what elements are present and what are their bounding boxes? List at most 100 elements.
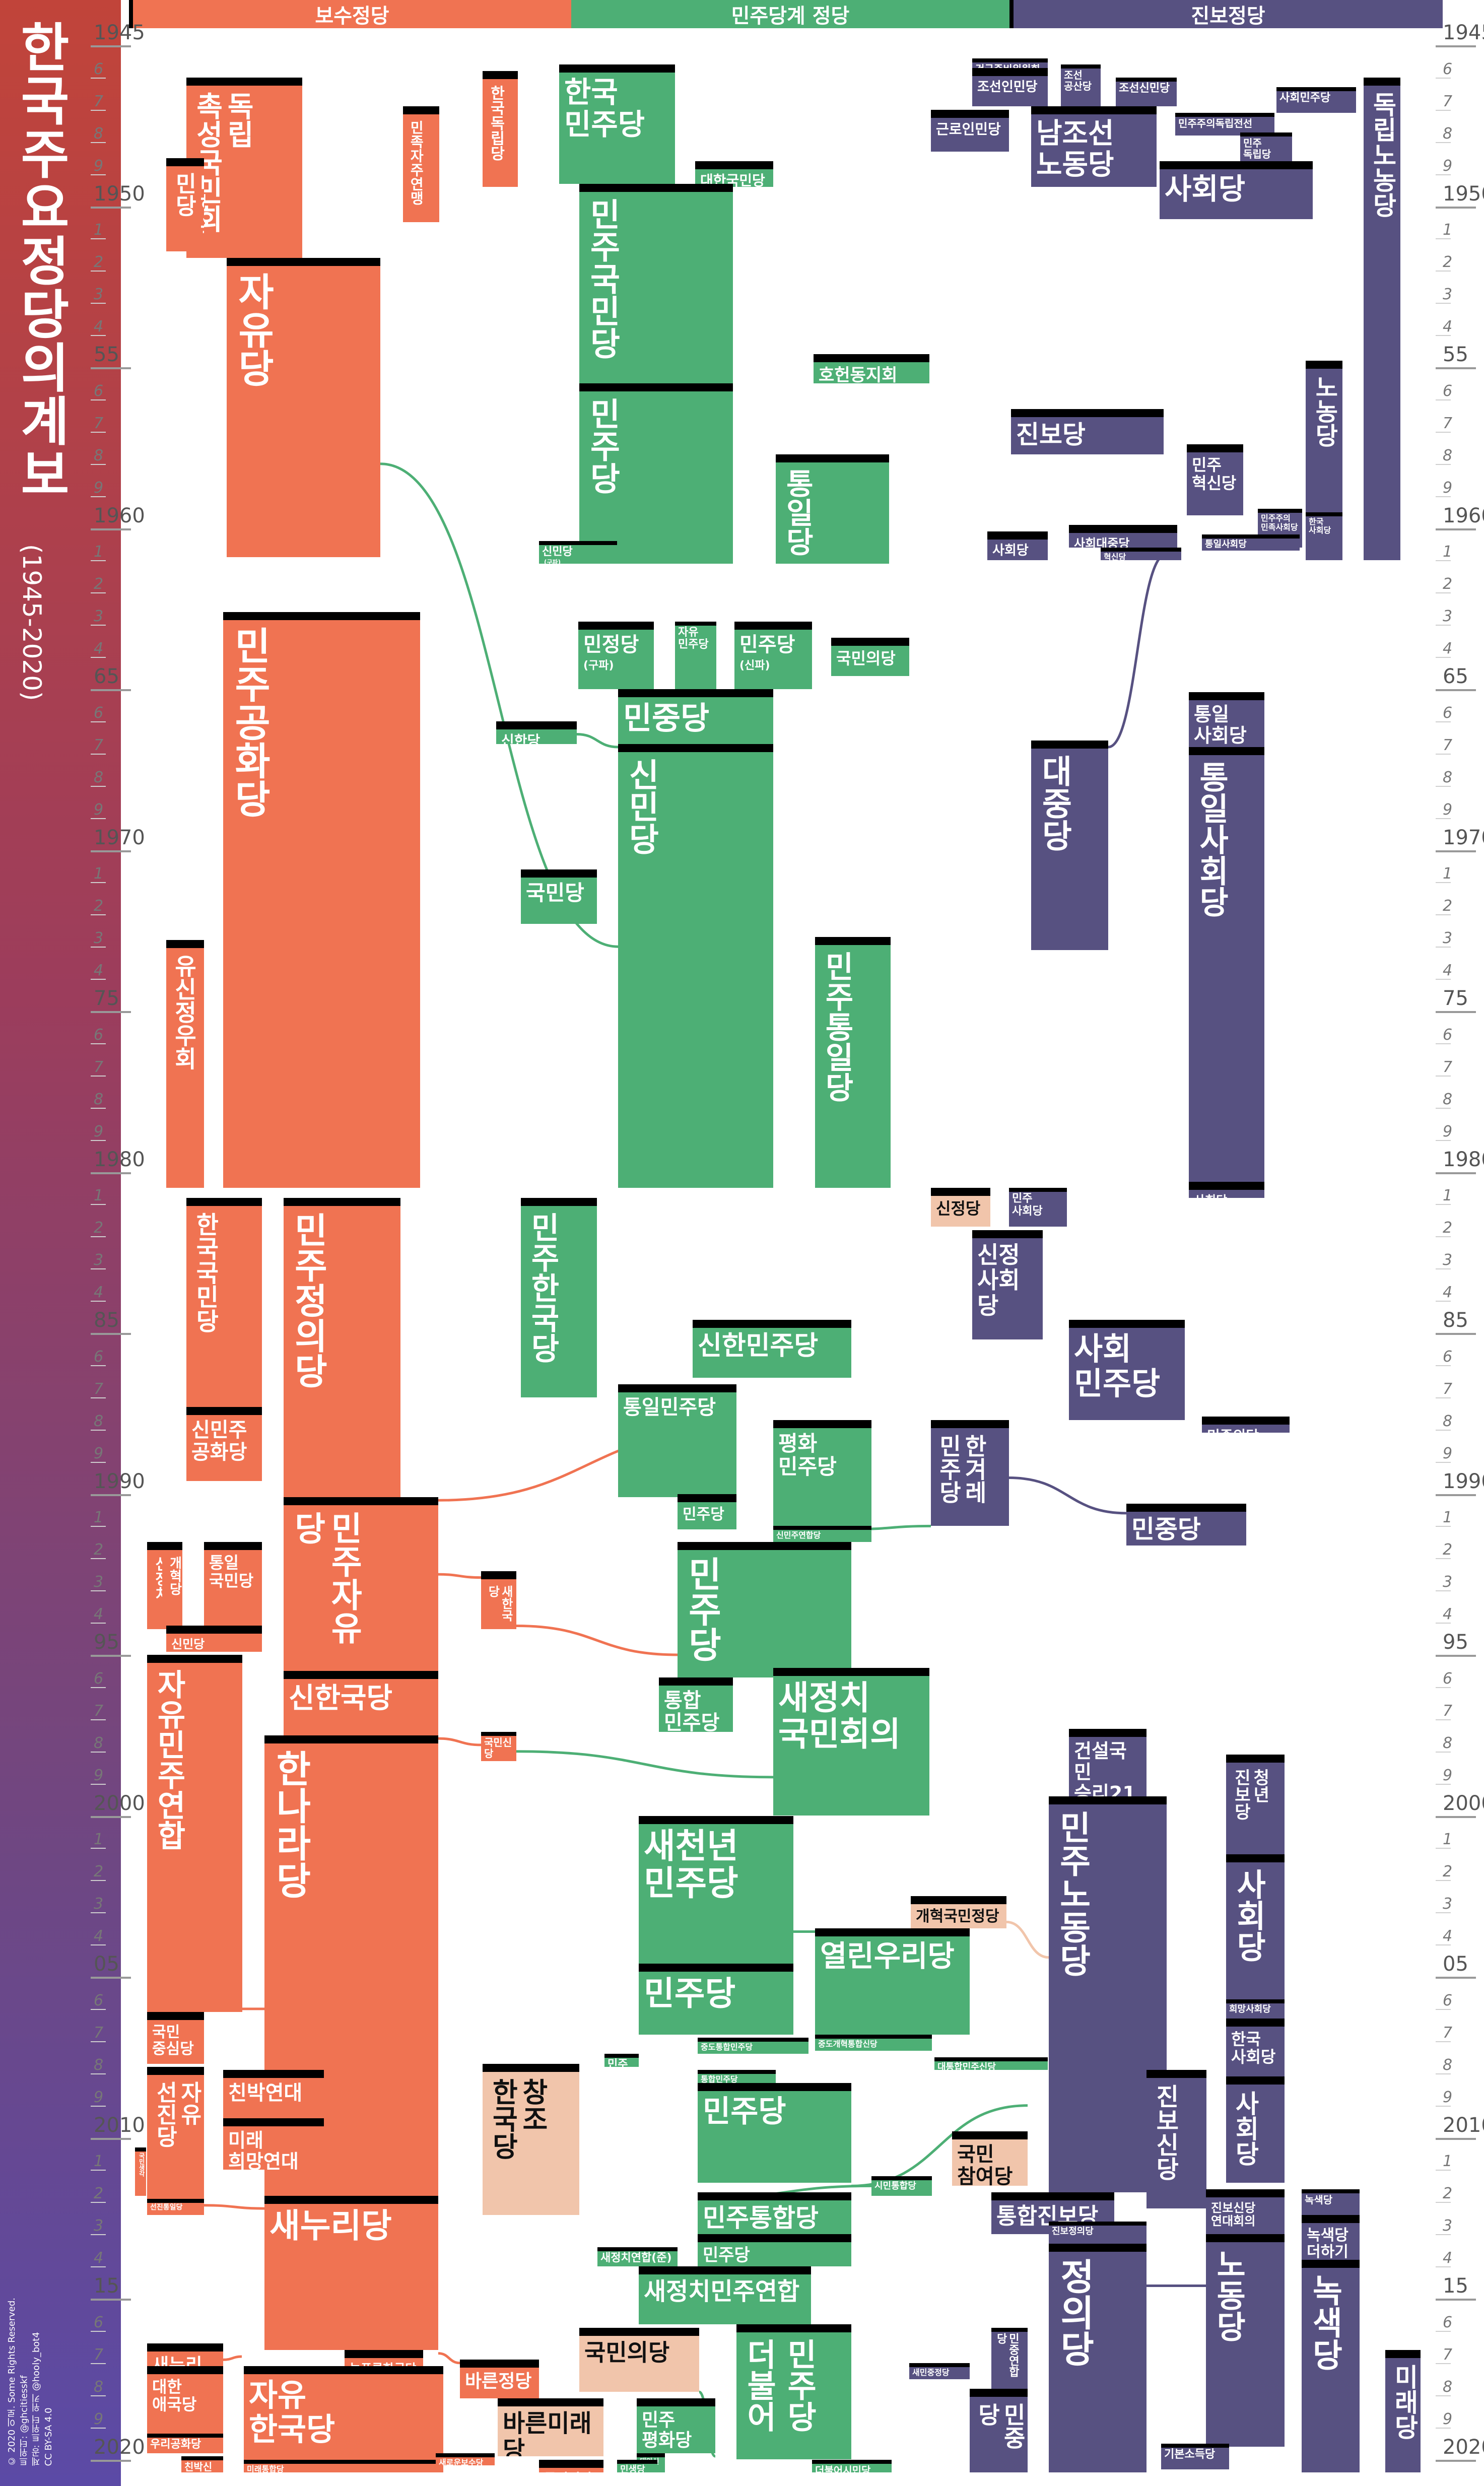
party-label: 대중당: [1035, 755, 1073, 852]
party-neulpureun: 늘푸른한국당: [345, 2350, 423, 2367]
party-minjudang-05: 민주당: [639, 1964, 793, 2035]
year-label: 7: [94, 1702, 104, 1720]
year-tick: [91, 528, 131, 530]
year-tick: [1436, 1172, 1476, 1174]
year-tick: [91, 2202, 106, 2203]
party-sinmindang-94: 신민당: [166, 1626, 262, 1652]
party-label: 국민당: [526, 880, 584, 905]
party-minju-tongil: 민주통일당: [815, 937, 891, 1188]
year-label: 6: [1443, 1991, 1453, 2009]
party-label: 녹색당: [1306, 2274, 1343, 2371]
year-label: 1: [94, 543, 104, 561]
party-label: 더불어시민당: [815, 2464, 871, 2473]
year-label: 2: [94, 1219, 104, 1237]
party-namjoseon: 남조선 노동당: [1031, 106, 1157, 187]
year-tick: [91, 785, 106, 787]
party-hanguk-gukmin: 한국국민당: [186, 1197, 262, 1407]
year-label: 95: [1443, 1631, 1468, 1654]
year-tick: [91, 2299, 131, 2301]
year-label: 6: [94, 1348, 104, 1366]
party-saenuri-16: 새누리당: [147, 2343, 223, 2367]
party-jayu-hanguk: 자유 한국당: [244, 2366, 443, 2463]
year-tick: [91, 1655, 131, 1657]
party-sublabel: (구파): [544, 559, 561, 564]
year-label: 8: [94, 2056, 104, 2074]
year-label: 3: [1443, 1573, 1453, 1591]
party-label: 민주당: [583, 397, 621, 494]
lineage-connector: [516, 1624, 678, 1656]
year-tick: [91, 657, 106, 658]
year-tick: [91, 753, 106, 755]
party-label: 민족자주연맹: [408, 120, 425, 206]
party-sublabel: (신파): [739, 659, 770, 672]
party-label: 혁신당: [1104, 552, 1126, 561]
year-label: 4: [1443, 640, 1453, 658]
party-saecheonnyeon: 새천년 민주당: [639, 1816, 793, 1964]
year-label: 2: [94, 575, 104, 593]
year-tick: [91, 77, 106, 79]
year-tick: [91, 1590, 106, 1592]
party-label: 새천년 민주당: [644, 1826, 738, 1904]
party-label: 유신정우회: [170, 954, 198, 1070]
year-tick: [91, 1075, 106, 1077]
lineage-connector: [438, 2352, 460, 2365]
year-tick: [1436, 1558, 1451, 1560]
year-label: 8: [94, 2378, 104, 2396]
year-tick: [1436, 1236, 1451, 1238]
year-label: 6: [1443, 2313, 1453, 2331]
party-jungdo-minju: 중도통합민주당: [698, 2038, 808, 2054]
party-sinminju-gonghwa: 신민주 공화당: [186, 1406, 262, 1481]
year-tick: [1436, 1912, 1451, 1914]
party-seonjin-tongil: 선진통일당: [147, 2198, 204, 2215]
year-tick: [1436, 238, 1451, 240]
party-label: 민정당: [583, 633, 639, 656]
party-changjo-hanguk: 창조 한국당: [483, 2063, 579, 2215]
party-minju-hanguk: 민주한국당: [521, 1197, 597, 1397]
year-tick: [1436, 2041, 1451, 2042]
party-joseon-gongsan: 조선 공산당: [1061, 64, 1101, 107]
year-label: 6: [94, 1669, 104, 1688]
year-tick: [91, 2008, 106, 2010]
year-label: 6: [1443, 704, 1453, 722]
party-minju-jeongui: 민주정의당: [284, 1197, 400, 1497]
year-tick: [1436, 2008, 1451, 2010]
year-label: 7: [94, 414, 104, 432]
party-minjudang-13: 민주당: [698, 2234, 851, 2267]
year-label: 7: [1443, 2345, 1453, 2364]
year-tick: [91, 142, 106, 143]
year-label: 15: [94, 2274, 119, 2298]
party-label: 친박신당: [184, 2461, 213, 2473]
year-tick: [1436, 785, 1451, 787]
party-label: 정의당: [1053, 2258, 1096, 2367]
party-sinhan-minju: 신한민주당: [693, 1320, 851, 1378]
year-tick: [91, 1623, 106, 1624]
party-sahoe-minjudang: 사회 민주당: [1069, 1320, 1185, 1420]
party-label: 민주당: [682, 1556, 723, 1662]
lineage-connector: [223, 2355, 242, 2361]
party-label: 통일사회당: [1193, 761, 1230, 918]
year-label: 1: [1443, 1187, 1453, 1205]
year-tick: [1436, 1043, 1451, 1044]
year-label: 3: [94, 608, 104, 626]
year-label: 1990: [1443, 1469, 1484, 1493]
year-tick: [1436, 1461, 1451, 1463]
year-label: 1950: [94, 182, 145, 206]
party-label: 민주 사회당: [1012, 1192, 1043, 1218]
year-label: 7: [94, 2345, 104, 2364]
party-label: 미래통합당: [247, 2464, 284, 2473]
party-label: 바른정당: [465, 2371, 532, 2392]
party-sublabel: (구파): [583, 659, 614, 672]
party-sahoedang-60: 사회당: [987, 531, 1048, 561]
year-label: 3: [94, 1895, 104, 1913]
year-tick: [1436, 979, 1451, 980]
lineage-connector: [204, 2204, 265, 2210]
year-tick: [1436, 1139, 1451, 1141]
year-label: 7: [1443, 1380, 1453, 1398]
year-tick: [91, 625, 106, 626]
year-label: 55: [1443, 343, 1468, 366]
party-label: 조선 공산당: [1064, 69, 1092, 93]
party-tongil-minju: 통일민주당: [618, 1384, 736, 1497]
year-label: 4: [94, 2249, 104, 2267]
year-tick: [91, 882, 106, 884]
party-minjeong: 민정당 (구파): [578, 621, 654, 689]
